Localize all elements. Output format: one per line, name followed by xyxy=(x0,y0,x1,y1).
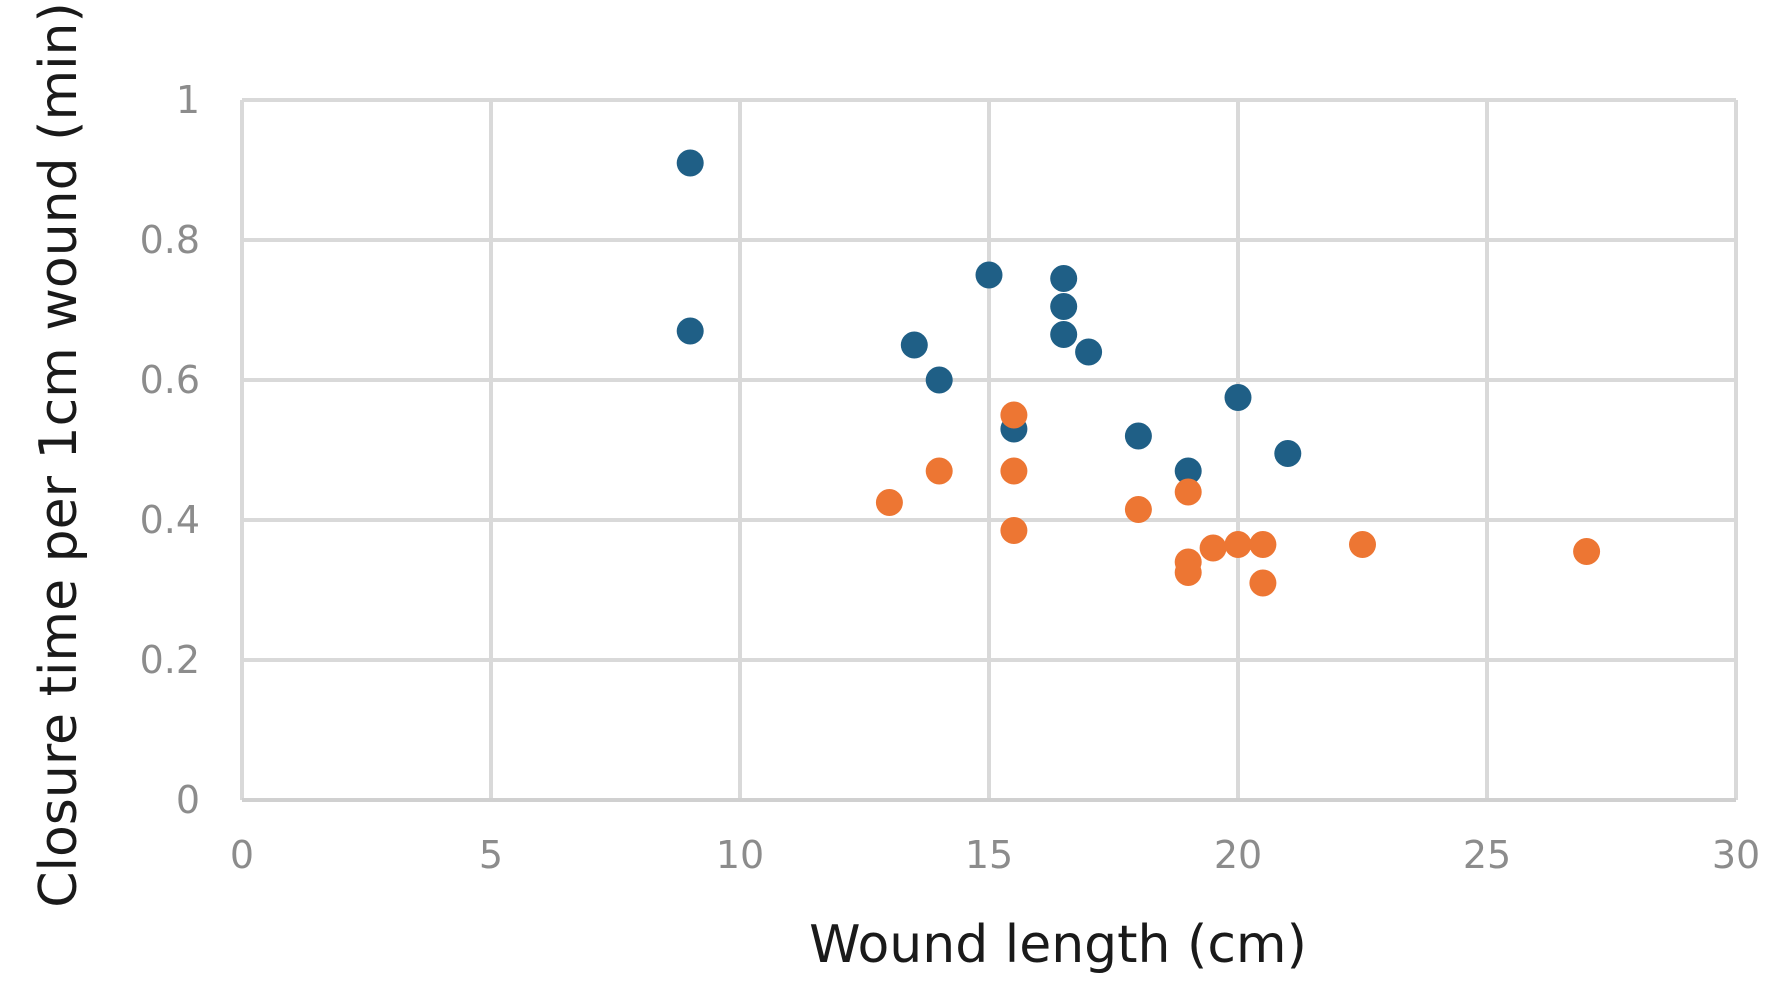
tick-labels: 0 5 10 15 20 25 30 0 0.2 0.4 0.6 0.8 1 xyxy=(140,78,1761,877)
y-tick-label: 0.4 xyxy=(140,498,200,542)
y-tick-label: 0.2 xyxy=(140,638,200,682)
data-point-series-2 xyxy=(1573,538,1601,565)
data-point-series-2 xyxy=(1249,569,1277,597)
data-point-series-2 xyxy=(1249,531,1277,558)
data-point-series-2 xyxy=(1124,496,1152,523)
data-point-series-1 xyxy=(676,149,704,177)
data-point-series-2 xyxy=(1174,478,1202,506)
data-point-series-1 xyxy=(900,331,928,359)
data-point-series-2 xyxy=(1000,517,1028,544)
data-point-series-1 xyxy=(1224,384,1252,411)
x-tick-label: 5 xyxy=(479,833,503,877)
data-point-series-1 xyxy=(676,317,704,345)
x-tick-label: 30 xyxy=(1712,833,1760,877)
x-tick-label: 0 xyxy=(230,833,254,877)
data-point-series-1 xyxy=(1124,422,1152,450)
data-point-series-1 xyxy=(1174,457,1202,485)
x-tick-label: 25 xyxy=(1463,833,1511,877)
y-tick-label: 0.6 xyxy=(140,358,200,402)
data-point-series-1 xyxy=(925,366,953,394)
x-axis-title: Wound length (cm) xyxy=(809,915,1307,975)
data-point-series-1 xyxy=(1274,440,1302,467)
y-axis-title: Closure time per 1cm wound (min) xyxy=(29,2,89,908)
data-point-series-1 xyxy=(1075,338,1103,366)
y-tick-label: 0.8 xyxy=(140,218,200,262)
data-point-series-2 xyxy=(925,457,953,485)
data-point-series-2 xyxy=(1000,401,1028,429)
y-tick-label: 0 xyxy=(176,778,200,822)
data-point-series-1 xyxy=(1050,321,1078,348)
data-point-series-1 xyxy=(975,261,1003,289)
x-tick-label: 20 xyxy=(1214,833,1262,877)
data-point-series-2 xyxy=(1000,457,1028,485)
x-tick-label: 10 xyxy=(716,833,764,877)
data-point-series-2 xyxy=(1199,534,1227,562)
data-point-series-2 xyxy=(1174,559,1202,586)
data-point-series-2 xyxy=(875,489,903,516)
x-tick-label: 15 xyxy=(965,833,1013,877)
y-tick-label: 1 xyxy=(176,78,200,122)
data-point-series-1 xyxy=(1050,293,1078,320)
data-point-series-2 xyxy=(1349,531,1376,558)
data-point-series-2 xyxy=(1224,531,1252,558)
data-point-series-1 xyxy=(1050,265,1078,292)
data-points xyxy=(676,149,1601,597)
gridlines xyxy=(240,98,1738,800)
